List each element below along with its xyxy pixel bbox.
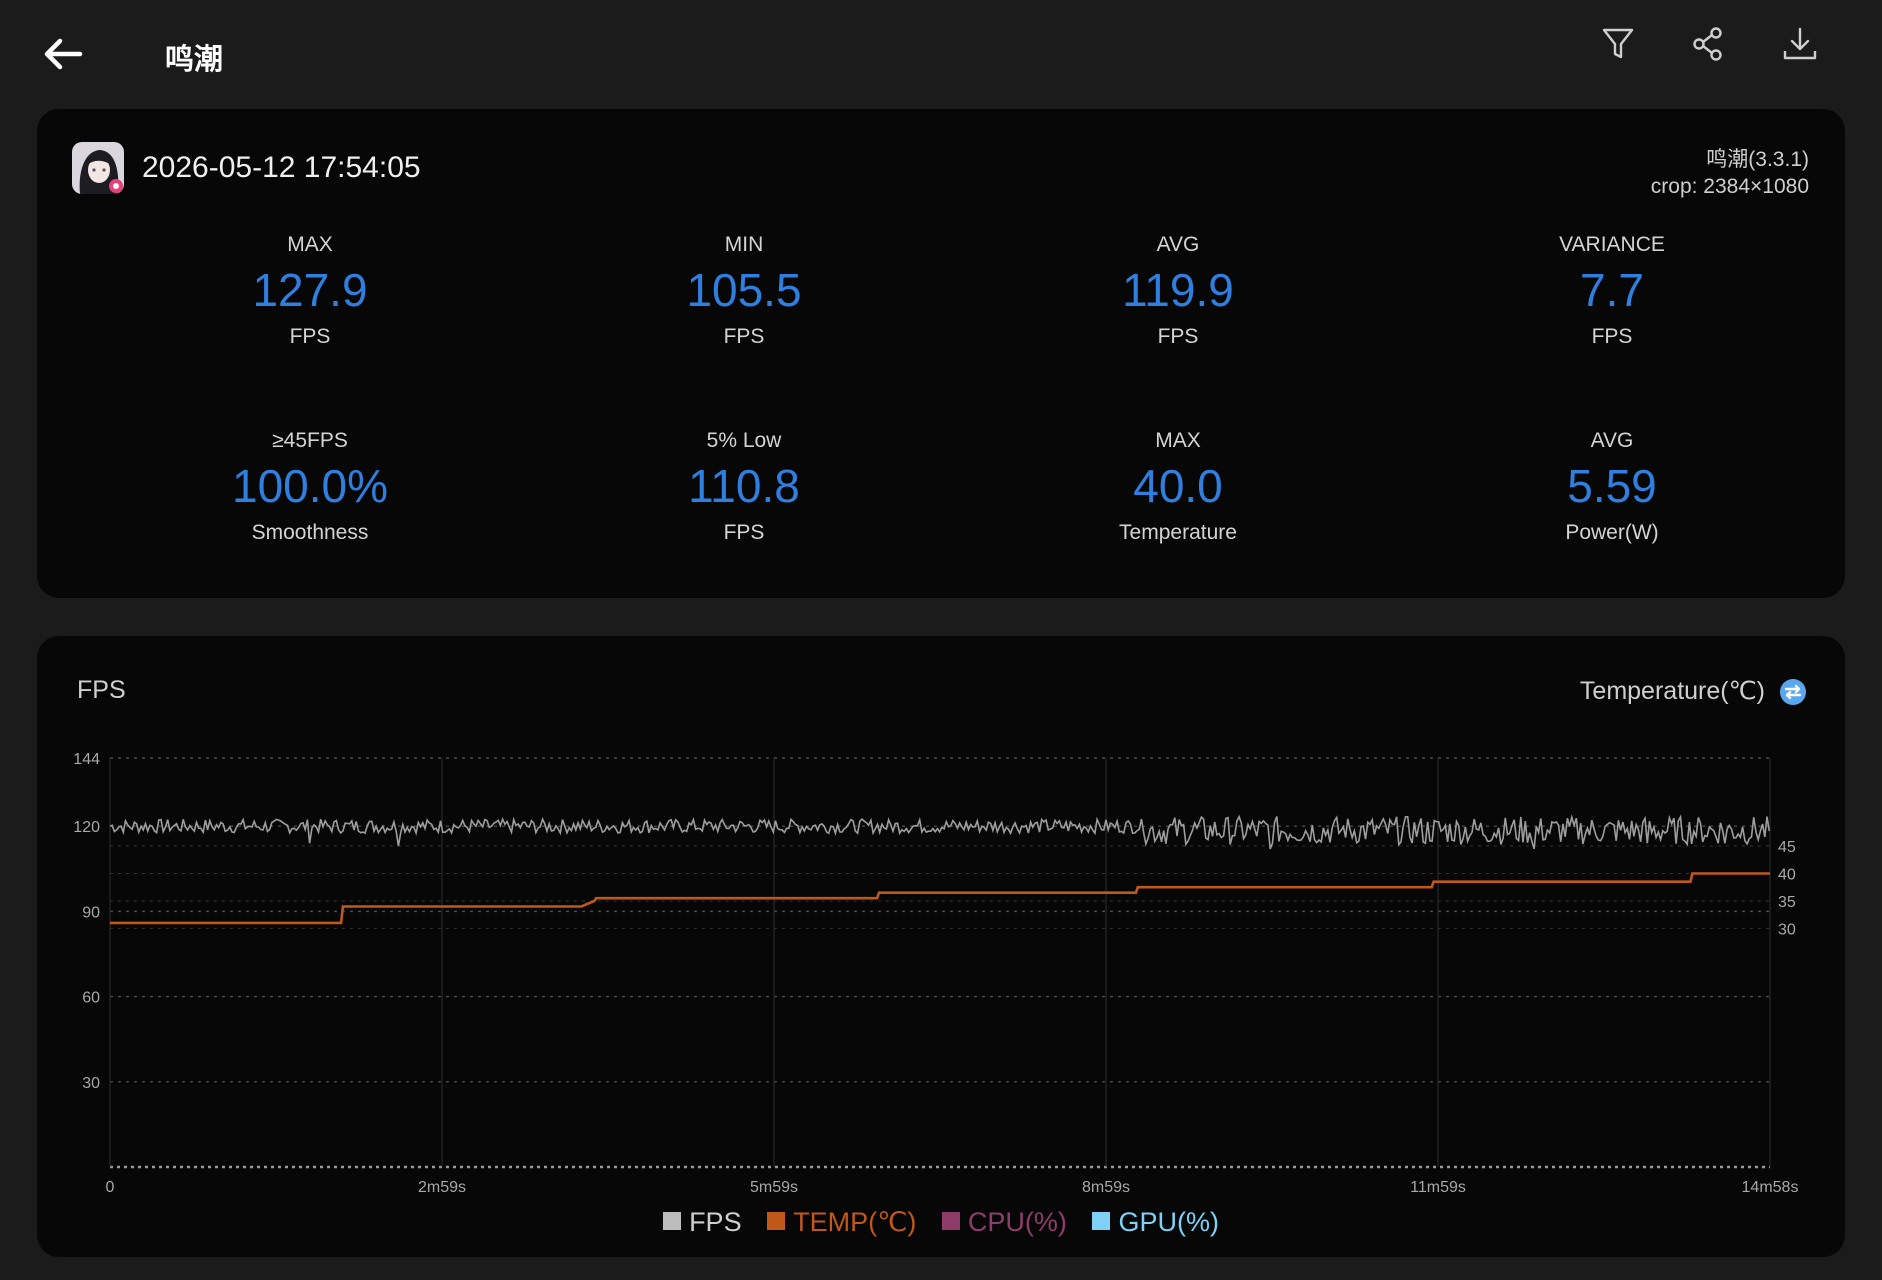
chart-card: FPS Temperature(℃) 30 60 90 120 144 30 35 40 45 0…	[37, 636, 1845, 1257]
stat-label: AVG	[1156, 233, 1200, 256]
app-version: 鸣潮(3.3.1)	[1706, 148, 1809, 171]
stat-unit: Power(W)	[1565, 521, 1659, 544]
stat-smoothness: ≥45FPS 100.0% Smoothness	[110, 427, 510, 549]
x-tick-label: 5m59s	[750, 1179, 798, 1196]
stat-value: 5.59	[1567, 460, 1657, 512]
fps-temperature-chart[interactable]: 30 60 90 120 144 30 35 40 45 0 2m59s 5m59s 8m59s 11m5…	[37, 636, 1845, 1206]
stat-value: 119.9	[1122, 264, 1234, 316]
stat-value: 40.0	[1133, 460, 1223, 512]
stat-avg-power: AVG 5.59 Power(W)	[1412, 427, 1812, 549]
legend-swatch	[1092, 1212, 1111, 1230]
y-tick-label-temp: 45	[1778, 839, 1796, 856]
stat-value: 100.0%	[231, 460, 388, 512]
legend-swatch	[941, 1212, 960, 1230]
x-tick-label: 2m59s	[418, 1179, 466, 1196]
chart-legend: FPS TEMP(℃) CPU(%) GPU(%)	[37, 1207, 1845, 1238]
y-tick-label-temp: 35	[1778, 894, 1796, 911]
legend-item-gpu[interactable]: GPU(%)	[1092, 1207, 1219, 1238]
swap-axis-icon[interactable]	[1779, 678, 1807, 706]
chart-left-axis-title: FPS	[77, 676, 126, 704]
stat-unit: FPS	[1157, 325, 1199, 348]
x-tick-label: 11m59s	[1410, 1179, 1466, 1196]
x-tick-label: 14m58s	[1742, 1179, 1799, 1196]
legend-label: FPS	[689, 1207, 742, 1237]
stat-min-fps: MIN 105.5 FPS	[544, 231, 944, 353]
stat-value: 127.9	[252, 264, 368, 316]
stat-unit: FPS	[289, 325, 331, 348]
stat-label: VARIANCE	[1559, 233, 1665, 256]
y-tick-label-fps: 144	[73, 751, 100, 768]
stat-unit: FPS	[723, 521, 765, 544]
legend-label: GPU(%)	[1118, 1207, 1219, 1237]
legend-item-temp[interactable]: TEMP(℃)	[767, 1207, 916, 1238]
stat-label: AVG	[1590, 429, 1634, 452]
legend-label: TEMP(℃)	[793, 1207, 917, 1237]
share-icon[interactable]	[1689, 24, 1729, 64]
stat-label: ≥45FPS	[272, 429, 348, 452]
filter-icon[interactable]	[1598, 24, 1638, 64]
fps-series-line	[109, 814, 1771, 850]
y-tick-label-temp: 40	[1778, 867, 1796, 884]
y-tick-label-fps: 120	[73, 819, 100, 836]
stat-avg-fps: AVG 119.9 FPS	[978, 231, 1378, 353]
legend-label: CPU(%)	[967, 1207, 1067, 1237]
stat-value: 110.8	[688, 460, 800, 512]
legend-swatch	[767, 1212, 786, 1230]
top-app-bar: 鸣潮	[0, 0, 1882, 108]
y-tick-label-fps: 90	[82, 904, 100, 921]
stat-unit: FPS	[1591, 325, 1633, 348]
stat-low-5pct: 5% Low 110.8 FPS	[544, 427, 944, 549]
summary-card: 2026-05-12 17:54:05 鸣潮(3.3.1) crop: 2384…	[37, 109, 1845, 598]
stat-unit: Smoothness	[251, 521, 369, 544]
stat-max-temperature: MAX 40.0 Temperature	[978, 427, 1378, 549]
stat-value: 7.7	[1580, 264, 1644, 316]
stat-unit: Temperature	[1119, 521, 1237, 544]
stat-value: 105.5	[686, 264, 802, 316]
legend-item-fps[interactable]: FPS	[663, 1207, 742, 1238]
stat-label: MIN	[724, 233, 764, 256]
y-tick-label-fps: 60	[82, 990, 100, 1007]
stat-unit: FPS	[723, 325, 765, 348]
y-tick-label-fps: 30	[82, 1075, 100, 1092]
stat-label: MAX	[1155, 429, 1201, 452]
x-tick-label: 0	[106, 1179, 115, 1196]
legend-item-cpu[interactable]: CPU(%)	[941, 1207, 1067, 1238]
temperature-series-line	[110, 872, 1770, 925]
app-icon	[72, 142, 124, 194]
stat-label: MAX	[287, 233, 333, 256]
stat-variance: VARIANCE 7.7 FPS	[1412, 231, 1812, 353]
page-title: 鸣潮	[165, 42, 224, 76]
stat-max-fps: MAX 127.9 FPS	[110, 231, 510, 353]
crop-resolution: crop: 2384×1080	[1650, 175, 1809, 198]
session-datetime: 2026-05-12 17:54:05	[142, 151, 421, 184]
download-icon[interactable]	[1780, 24, 1820, 64]
chart-right-axis-title[interactable]: Temperature(℃)	[1579, 677, 1765, 705]
stat-label: 5% Low	[706, 429, 782, 452]
legend-swatch	[663, 1212, 682, 1230]
x-tick-label: 8m59s	[1082, 1179, 1130, 1196]
y-tick-label-temp: 30	[1778, 921, 1796, 938]
back-arrow-icon[interactable]	[40, 30, 88, 78]
